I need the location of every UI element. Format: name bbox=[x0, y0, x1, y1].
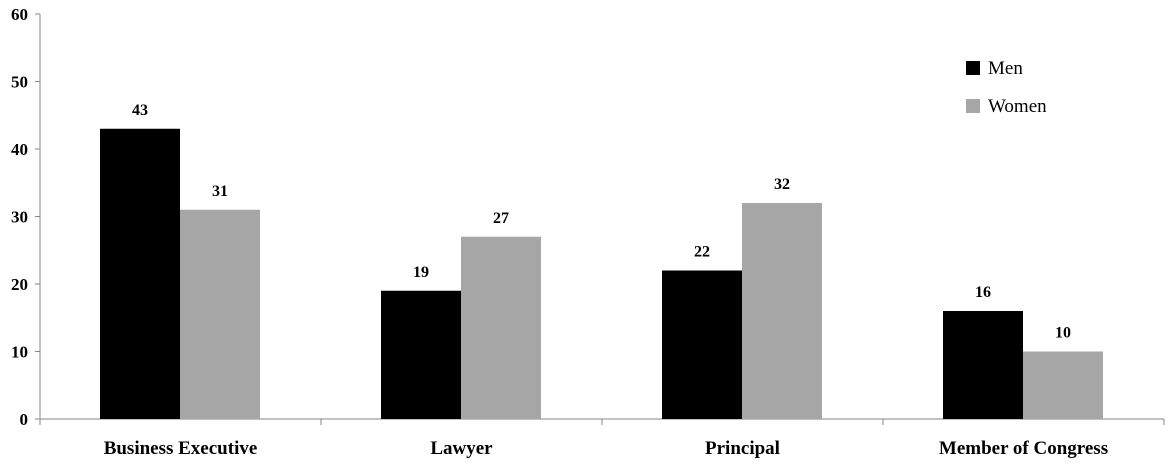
x-category-label: Principal bbox=[705, 438, 780, 459]
y-tick-label: 40 bbox=[11, 140, 28, 159]
legend-swatch-women bbox=[966, 99, 980, 113]
legend: Men Women bbox=[966, 58, 1047, 117]
x-category-label: Member of Congress bbox=[939, 438, 1108, 459]
y-tick-label: 20 bbox=[11, 275, 28, 294]
y-axis: 0 10 20 30 40 50 60 bbox=[11, 5, 41, 429]
data-label-women: 32 bbox=[774, 176, 790, 193]
bar-men-2 bbox=[381, 290, 461, 419]
y-tick-label: 60 bbox=[11, 5, 28, 24]
x-axis: Business Executive Lawyer Principal Member … bbox=[35, 418, 1165, 459]
data-label-men: 43 bbox=[132, 102, 148, 119]
legend-swatch-men bbox=[966, 61, 980, 75]
bars: 43 19 22 16 31 27 32 10 bbox=[100, 102, 1103, 419]
data-label-women: 27 bbox=[493, 210, 509, 227]
y-tick-label: 0 bbox=[20, 410, 29, 429]
bar-men-4 bbox=[943, 311, 1023, 419]
data-label-women: 10 bbox=[1055, 325, 1071, 342]
data-label-men: 16 bbox=[975, 284, 991, 301]
bar-men-3 bbox=[662, 270, 742, 419]
x-category-label: Business Executive bbox=[104, 438, 258, 459]
y-tick-label: 10 bbox=[11, 343, 28, 362]
y-tick-label: 30 bbox=[11, 208, 28, 227]
data-label-men: 22 bbox=[694, 244, 710, 261]
data-label-women: 31 bbox=[212, 183, 228, 200]
y-tick-label: 50 bbox=[11, 73, 28, 92]
bar-men-1 bbox=[100, 128, 180, 419]
bar-women-1 bbox=[180, 209, 260, 419]
data-label-men: 19 bbox=[413, 264, 429, 281]
legend-label-women: Women bbox=[988, 96, 1047, 117]
legend-label-men: Men bbox=[988, 58, 1023, 79]
x-category-label: Lawyer bbox=[430, 438, 493, 459]
bar-women-4 bbox=[1023, 351, 1103, 419]
bar-women-2 bbox=[461, 236, 541, 419]
bar-women-3 bbox=[742, 203, 822, 419]
